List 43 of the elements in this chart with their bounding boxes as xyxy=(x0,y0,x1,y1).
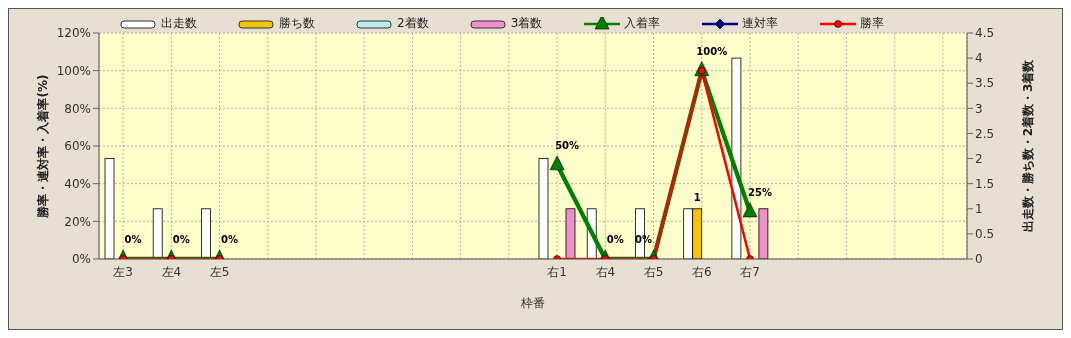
y-tick-label: 120% xyxy=(56,26,91,41)
x-tick-label: 左3 xyxy=(113,264,133,279)
legend-label: 2着数 xyxy=(397,15,429,32)
y2-tick-label: 2 xyxy=(975,151,983,166)
legend-label: 勝率 xyxy=(860,15,885,32)
legend-label: 入着率 xyxy=(624,15,661,32)
y2-tick-label: 3.5 xyxy=(975,76,995,91)
data-label: 25% xyxy=(748,186,772,198)
y-tick-label: 0% xyxy=(71,252,91,267)
x-tick-label: 左5 xyxy=(209,264,230,279)
y2-tick-label: 0 xyxy=(975,252,983,267)
x-tick-label: 右1 xyxy=(547,264,567,279)
y-axis-title: 勝率・連対率・入着率(%) xyxy=(35,74,50,219)
data-label: 0% xyxy=(221,234,239,245)
y-tick-label: 40% xyxy=(64,176,91,191)
y2-tick-label: 4.5 xyxy=(975,26,995,41)
y-tick-label: 100% xyxy=(56,63,91,78)
data-label: 50% xyxy=(555,139,580,151)
y2-tick-label: 2.5 xyxy=(975,126,995,141)
y-tick-label: 80% xyxy=(64,101,91,116)
y-tick-label: 20% xyxy=(64,214,91,229)
y2-tick-label: 3 xyxy=(975,101,983,116)
data-label: 0% xyxy=(172,234,190,245)
x-tick-label: 左4 xyxy=(161,264,182,279)
y-tick-label: 60% xyxy=(64,139,91,154)
legend-label: 出走数 xyxy=(161,15,197,32)
x-tick-label: 右5 xyxy=(643,264,664,279)
data-label: 100% xyxy=(696,45,728,57)
y2-tick-label: 1 xyxy=(975,202,983,217)
y2-tick-label: 1.5 xyxy=(975,176,995,191)
data-label: 0% xyxy=(606,234,624,245)
y2-tick-label: 0.5 xyxy=(975,227,995,242)
x-tick-label: 右4 xyxy=(595,264,616,279)
data-label: 0% xyxy=(124,234,142,245)
legend-label: 連対率 xyxy=(742,15,779,32)
data-label: 1 xyxy=(693,191,701,203)
legend-label: 3着数 xyxy=(510,15,543,32)
legend-label: 勝ち数 xyxy=(279,15,315,32)
x-tick-label: 右6 xyxy=(691,264,712,279)
x-tick-label: 右7 xyxy=(740,264,760,279)
y2-tick-label: 4 xyxy=(975,51,983,66)
y2-axis-title: 出走数・勝ち数・2着数・3着数 xyxy=(1020,58,1035,233)
x-axis-title: 枠番 xyxy=(520,296,545,310)
